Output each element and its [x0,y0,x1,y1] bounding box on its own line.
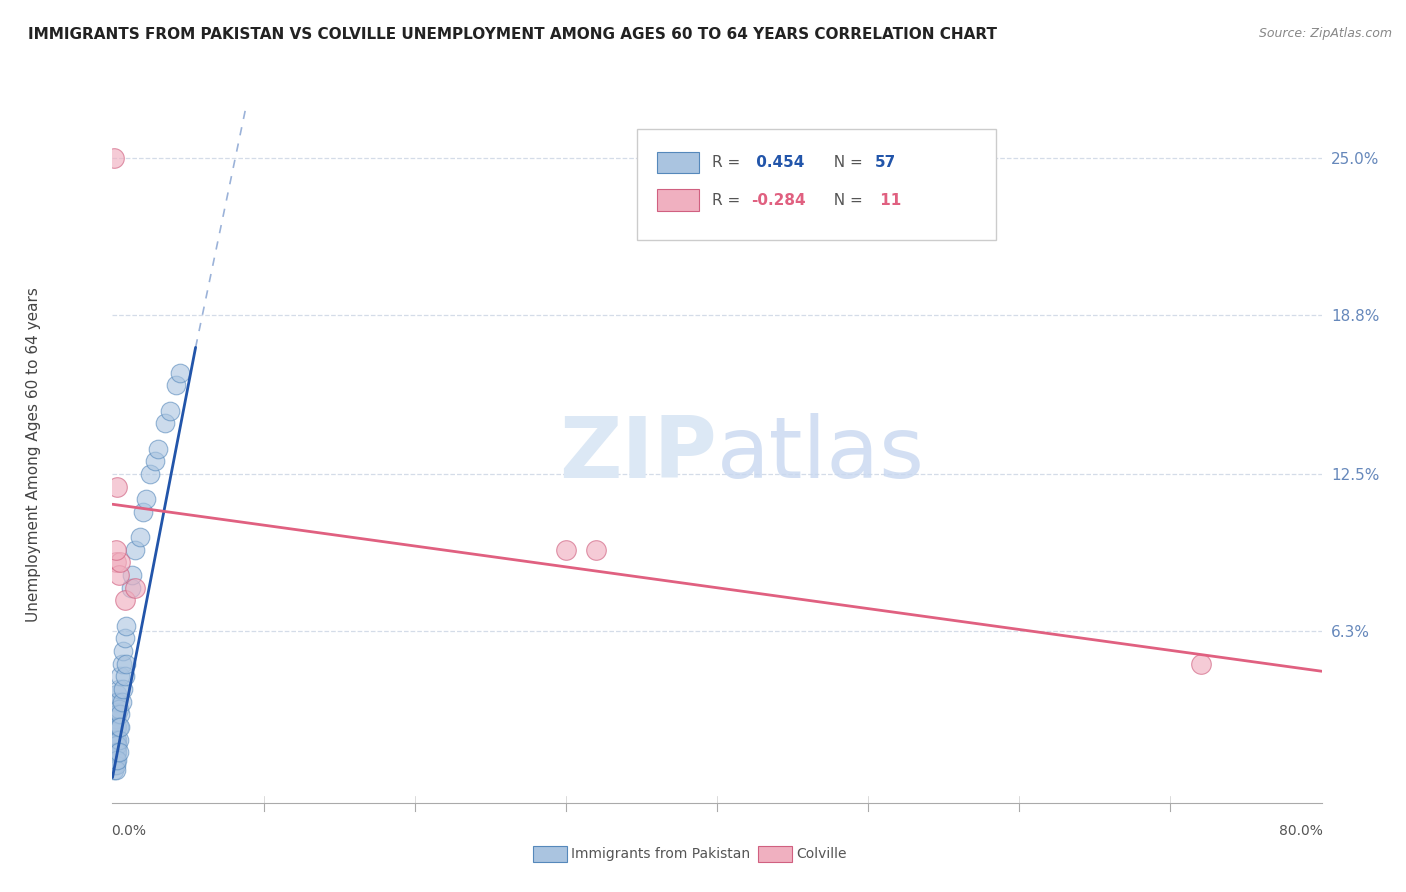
Point [105,745,128,759]
Text: Immigrants from Pakistan: Immigrants from Pakistan [571,847,749,861]
Point [120,581,142,595]
Point [104,763,127,777]
Point [105,732,128,747]
Point [115,618,138,632]
Point [114,669,136,683]
Text: IMMIGRANTS FROM PAKISTAN VS COLVILLE UNEMPLOYMENT AMONG AGES 60 TO 64 YEARS CORR: IMMIGRANTS FROM PAKISTAN VS COLVILLE UNE… [28,27,997,42]
Point [135,492,157,507]
Point [115,657,138,671]
Point [107,732,129,747]
Point [121,568,143,582]
Point [103,745,125,759]
Text: 0.454: 0.454 [751,155,804,170]
Point [103,151,125,165]
Point [104,753,127,767]
Point [103,763,125,777]
Point [104,712,127,726]
Point [108,720,131,734]
Point [105,479,128,493]
Point [143,454,166,468]
Text: ZIP: ZIP [560,413,717,497]
Text: 0.0%: 0.0% [111,823,146,838]
Point [104,732,127,747]
Point [103,712,125,726]
Point [108,669,131,683]
Point [159,403,181,417]
Point [554,542,576,557]
Text: N =: N = [824,155,868,170]
Point [139,467,162,481]
Point [1189,657,1212,671]
Text: atlas: atlas [717,413,925,497]
Point [104,757,127,772]
Point [107,681,129,696]
Point [103,720,125,734]
Point [103,753,125,767]
Point [104,542,127,557]
Point [104,695,127,709]
Point [128,530,150,544]
Point [112,644,135,658]
Text: -0.284: -0.284 [751,193,806,208]
Text: Colville: Colville [796,847,846,861]
Point [105,720,128,734]
Point [103,732,125,747]
Point [108,707,131,722]
Point [104,720,127,734]
Point [103,757,125,772]
Point [104,745,127,759]
Point [103,707,125,722]
Point [104,702,127,716]
Point [155,417,177,431]
Text: R =: R = [711,155,745,170]
Point [105,695,128,709]
Text: Unemployment Among Ages 60 to 64 years: Unemployment Among Ages 60 to 64 years [27,287,41,623]
Point [107,720,129,734]
Text: 57: 57 [875,155,897,170]
Point [104,738,127,752]
Point [114,593,136,607]
Text: N =: N = [824,193,868,208]
Point [108,556,131,570]
Point [107,702,129,716]
Text: 11: 11 [875,193,901,208]
Text: R =: R = [711,193,745,208]
Point [112,681,135,696]
Text: 80.0%: 80.0% [1279,823,1323,838]
Point [585,542,607,557]
Text: Source: ZipAtlas.com: Source: ZipAtlas.com [1258,27,1392,40]
Point [110,695,132,709]
Point [107,745,129,759]
Point [105,707,128,722]
Point [114,632,136,646]
Point [146,442,169,456]
Point [105,753,128,767]
Point [132,505,155,519]
Point [107,568,129,582]
Point [169,366,191,380]
Point [105,687,128,701]
Point [105,738,128,752]
Point [110,657,132,671]
Point [124,542,146,557]
Point [103,738,125,752]
Point [104,556,127,570]
Point [165,378,187,392]
Point [103,727,125,741]
Point [124,581,146,595]
